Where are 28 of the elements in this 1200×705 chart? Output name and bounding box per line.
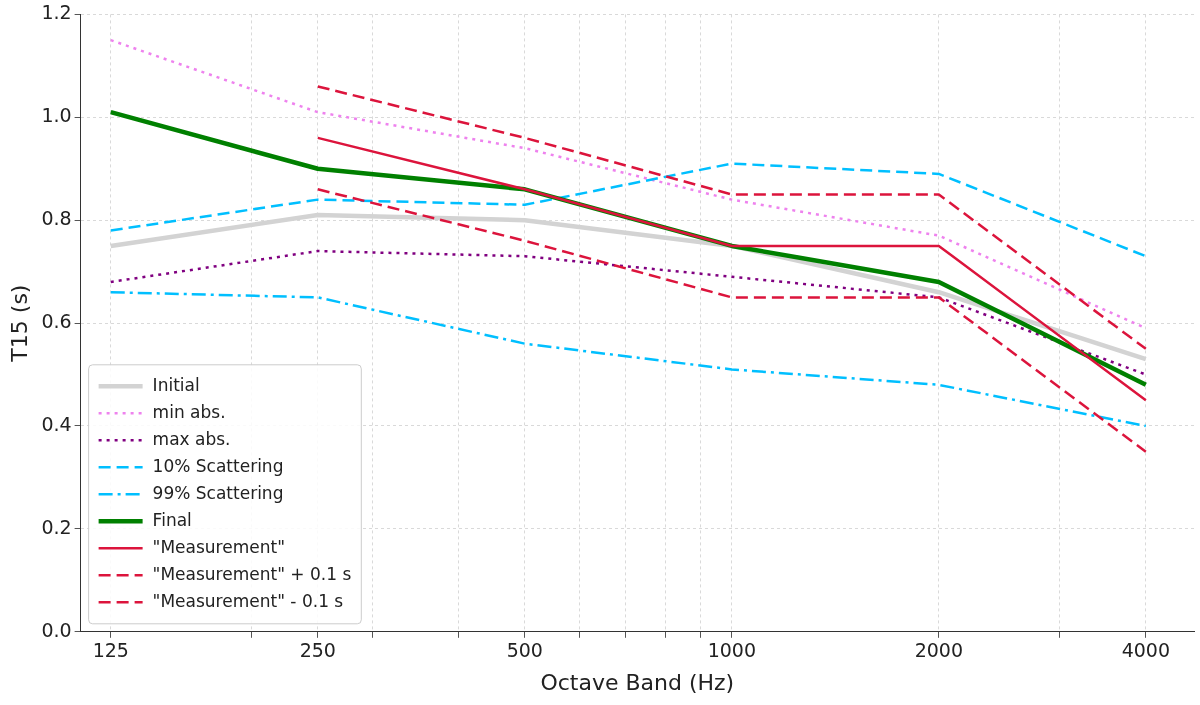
y-tick-label: 1.2 (41, 1, 72, 24)
legend-label: 10% Scattering (152, 455, 284, 476)
line-series (109, 290, 1148, 428)
x-tick-label: 250 (299, 639, 336, 662)
legend-label: max abs. (152, 428, 231, 449)
y-tick-label: 0.8 (41, 207, 72, 230)
y-tick-label: 0.6 (41, 310, 72, 333)
x-tick-label: 500 (506, 639, 543, 662)
legend-label: 99% Scattering (152, 482, 284, 503)
x-tick-label: 1000 (707, 639, 756, 662)
legend-label: Final (152, 509, 192, 530)
x-tick-label: 4000 (1121, 639, 1171, 662)
legend-label: min abs. (152, 401, 226, 422)
legend-label: Initial (152, 374, 200, 395)
line-series (109, 162, 1148, 258)
legend-label: "Measurement" (152, 536, 285, 557)
y-tick-label: 0.4 (41, 412, 72, 435)
legend-label: "Measurement" - 0.1 s (152, 590, 344, 611)
y-axis-title: T15 (s) (6, 284, 32, 363)
legend-label: "Measurement" + 0.1 s (152, 563, 352, 584)
line-series (316, 85, 1148, 351)
y-tick-label: 0.2 (41, 515, 72, 538)
x-axis-title: Octave Band (Hz) (540, 669, 735, 695)
y-tick-label: 1.0 (41, 104, 72, 127)
x-tick-label: 2000 (914, 639, 963, 662)
line-series (316, 188, 1148, 453)
x-tick-label: 125 (92, 639, 129, 662)
y-tick-label: 0.0 (41, 618, 72, 641)
